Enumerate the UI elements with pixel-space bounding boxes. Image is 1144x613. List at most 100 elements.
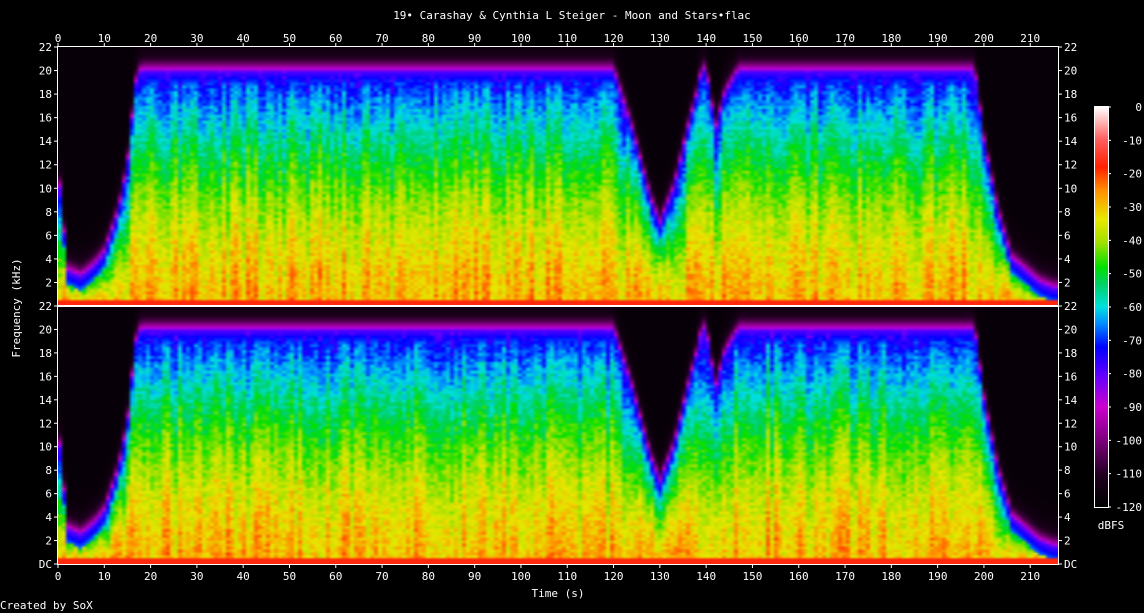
- colorbar-tick-label: -20: [1122, 168, 1142, 181]
- x-tick-label: 30: [190, 570, 203, 583]
- y-tick-label-right: 22: [1064, 300, 1077, 313]
- y-tick-label-right: 12: [1064, 417, 1077, 430]
- x-tick-label: 140: [696, 570, 716, 583]
- y-tick-label: 14: [39, 394, 53, 407]
- x-tick-label: 150: [743, 570, 763, 583]
- y-tick-label-right: 16: [1064, 370, 1077, 383]
- x-tick-label: 130: [650, 570, 670, 583]
- x-tick-label-top: 160: [789, 32, 809, 45]
- y-tick-label: 6: [45, 229, 52, 242]
- x-tick-label: 80: [422, 570, 435, 583]
- colorbar-tick-label: -120: [1116, 501, 1143, 514]
- x-tick-label-top: 90: [468, 32, 481, 45]
- y-tick-label: 18: [39, 347, 52, 360]
- y-tick-label: 2: [45, 535, 52, 548]
- x-tick-label-top: 120: [604, 32, 624, 45]
- x-tick-label-top: 20: [144, 32, 157, 45]
- x-tick-label-top: 0: [55, 32, 62, 45]
- x-tick-label: 120: [604, 570, 624, 583]
- x-tick-label-top: 180: [881, 32, 901, 45]
- y-tick-label: DC: [39, 558, 52, 571]
- x-tick-label-top: 210: [1020, 32, 1040, 45]
- x-axis-label: Time (s): [532, 587, 585, 600]
- y-tick-label: 4: [45, 511, 52, 524]
- x-tick-label-top: 30: [190, 32, 203, 45]
- spectrogram-channel-2: [58, 306, 1058, 564]
- x-tick-label-top: 70: [375, 32, 388, 45]
- y-tick-label-right: 14: [1064, 135, 1078, 148]
- y-tick-label-right: 4: [1064, 511, 1071, 524]
- x-tick-label: 180: [881, 570, 901, 583]
- colorbar-tick-label: 0: [1135, 101, 1142, 114]
- x-tick-label-top: 100: [511, 32, 531, 45]
- x-tick-label: 50: [283, 570, 296, 583]
- x-tick-label-top: 40: [237, 32, 250, 45]
- y-tick-label: 2: [45, 276, 52, 289]
- y-tick-label-right: DC: [1064, 558, 1077, 571]
- x-tick-label-top: 150: [743, 32, 763, 45]
- panel-frame-1: [57, 46, 1059, 307]
- colorbar-tick-label: -30: [1122, 201, 1142, 214]
- y-tick-label: 6: [45, 488, 52, 501]
- x-tick-label: 40: [237, 570, 250, 583]
- y-tick-label: 10: [39, 441, 52, 454]
- y-tick-label: 22: [39, 300, 52, 313]
- colorbar-tick-label: -80: [1122, 368, 1142, 381]
- x-tick-label: 10: [98, 570, 111, 583]
- y-tick-label-right: 6: [1064, 229, 1071, 242]
- y-tick-label-right: 8: [1064, 206, 1071, 219]
- y-tick-label: 20: [39, 65, 52, 78]
- y-tick-label: 12: [39, 417, 52, 430]
- x-tick-label: 20: [144, 570, 157, 583]
- x-tick-label-top: 170: [835, 32, 855, 45]
- panel-frame-2: [57, 305, 1059, 565]
- y-tick-label: 10: [39, 182, 52, 195]
- x-tick-label: 160: [789, 570, 809, 583]
- y-tick-label-right: 18: [1064, 88, 1077, 101]
- y-tick-label: 8: [45, 206, 52, 219]
- y-tick-label-right: 20: [1064, 323, 1077, 336]
- x-tick-label-top: 140: [696, 32, 716, 45]
- colorbar-tick-label: -40: [1122, 234, 1142, 247]
- y-tick-label-right: 2: [1064, 276, 1071, 289]
- y-tick-label: 16: [39, 370, 52, 383]
- x-tick-label-top: 80: [422, 32, 435, 45]
- y-tick-label: 20: [39, 323, 52, 336]
- credit-text: Created by SoX: [0, 599, 93, 612]
- y-tick-label: 22: [39, 41, 52, 54]
- y-tick-label-right: 10: [1064, 441, 1077, 454]
- x-tick-label-top: 50: [283, 32, 296, 45]
- y-tick-label-right: 6: [1064, 488, 1071, 501]
- x-tick-label: 110: [557, 570, 577, 583]
- x-tick-label: 90: [468, 570, 481, 583]
- y-tick-label: 16: [39, 112, 52, 125]
- y-axis-label: Frequency (kHz): [10, 258, 23, 357]
- y-tick-label-right: 18: [1064, 347, 1077, 360]
- y-tick-label-right: 12: [1064, 159, 1077, 172]
- y-tick-label-right: 8: [1064, 464, 1071, 477]
- chart-title: 19• Carashay & Cynthia L Steiger - Moon …: [393, 9, 751, 22]
- y-tick-label-right: 20: [1064, 65, 1077, 78]
- x-tick-label: 70: [375, 570, 388, 583]
- spectrogram-panels: [58, 47, 1058, 564]
- colorbar-gradient: [1095, 107, 1108, 507]
- x-tick-label-top: 110: [557, 32, 577, 45]
- colorbar-label: dBFS: [1098, 519, 1125, 532]
- y-tick-label-right: 2: [1064, 535, 1071, 548]
- y-tick-label-right: 10: [1064, 182, 1077, 195]
- x-tick-label: 190: [928, 570, 948, 583]
- x-tick-label-top: 60: [329, 32, 342, 45]
- x-tick-label: 210: [1020, 570, 1040, 583]
- y-tick-label-right: 14: [1064, 394, 1078, 407]
- y-tick-label: 4: [45, 253, 52, 266]
- y-tick-label: 14: [39, 135, 53, 148]
- y-tick-label: 12: [39, 159, 52, 172]
- colorbar-tick-label: -110: [1116, 468, 1143, 481]
- x-tick-label: 100: [511, 570, 531, 583]
- y-tick-label-right: 22: [1064, 41, 1077, 54]
- colorbar-tick-label: -100: [1116, 434, 1143, 447]
- y-tick-label-right: 16: [1064, 112, 1077, 125]
- y-tick-label-right: 4: [1064, 253, 1071, 266]
- colorbar-tick-label: -10: [1122, 134, 1142, 147]
- x-tick-label: 0: [55, 570, 62, 583]
